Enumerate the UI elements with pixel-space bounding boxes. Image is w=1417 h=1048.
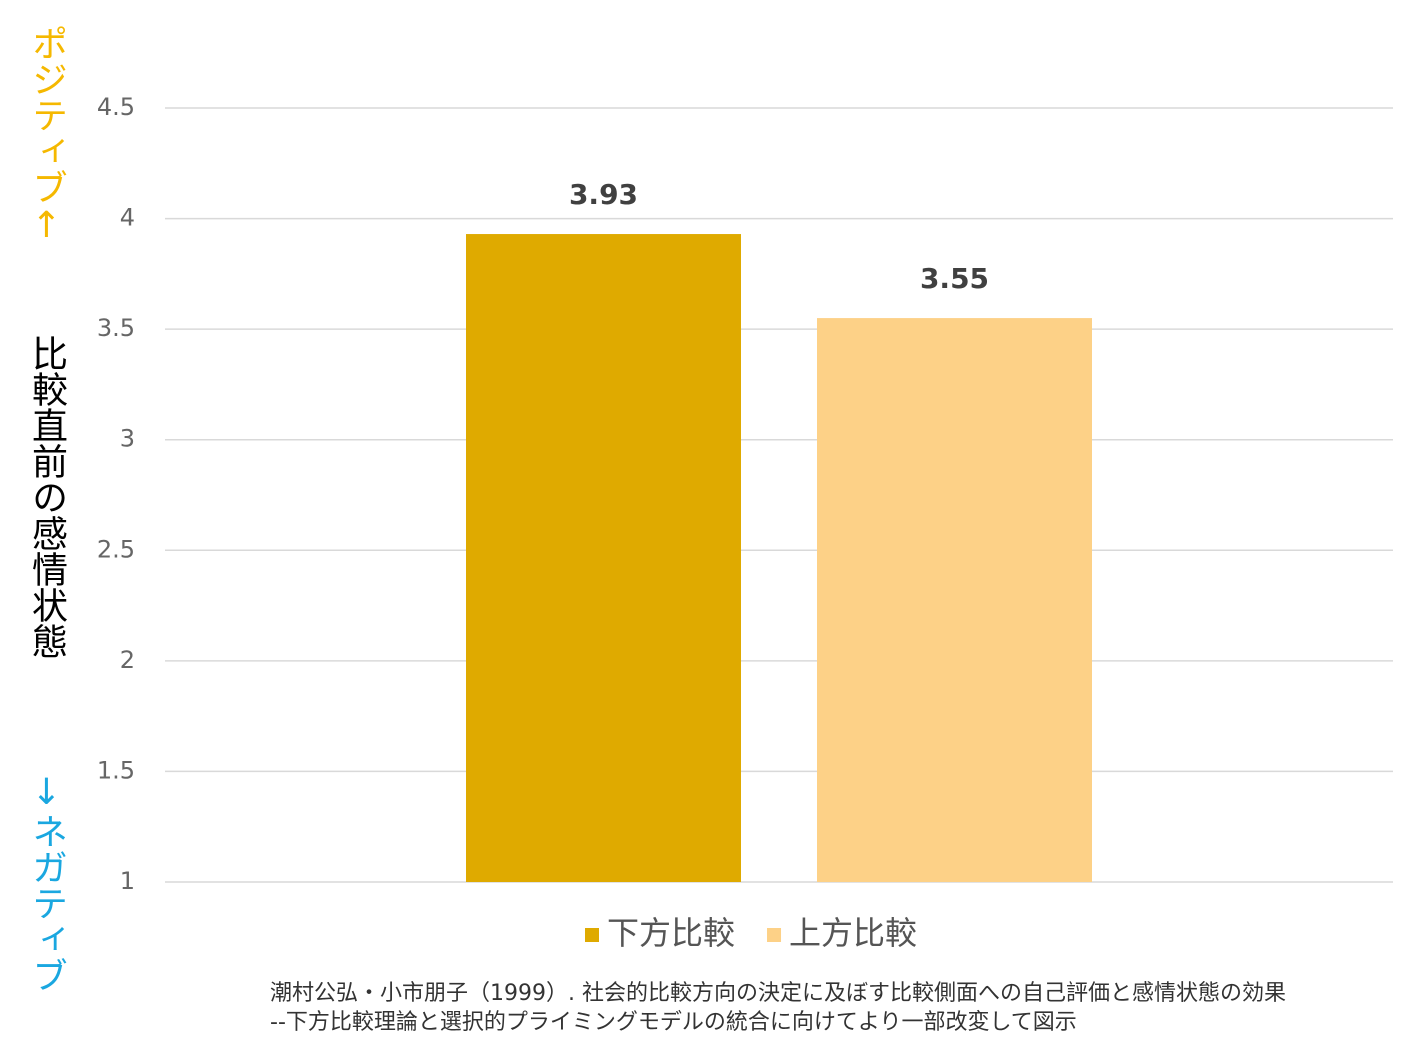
y-tick-label: 4 xyxy=(120,204,135,232)
legend-swatch xyxy=(585,928,599,942)
legend-label: 上方比較 xyxy=(789,914,917,952)
data-label: 3.93 xyxy=(569,178,638,211)
y-axis-label-top: ポジティブ↑ xyxy=(26,25,67,246)
y-tick-label: 2.5 xyxy=(97,535,135,563)
legend-swatch xyxy=(767,928,782,942)
y-tick-label: 1.5 xyxy=(97,756,135,784)
y-axis-label-bottom: ↓ネガティブ xyxy=(26,772,67,993)
y-tick-label: 1 xyxy=(120,867,135,895)
y-tick-label: 4.5 xyxy=(97,93,135,121)
y-tick-label: 3 xyxy=(120,425,135,453)
legend-label: 下方比較 xyxy=(607,914,735,952)
y-axis-label: 比較直前の感情状態 xyxy=(26,335,68,659)
y-tick-label: 3.5 xyxy=(97,314,135,342)
source-line: 潮村公弘・小市朋子（1999）. 社会的比較方向の決定に及ぼす比較側面への自己評… xyxy=(270,981,1286,1006)
y-tick-label: 2 xyxy=(120,646,135,674)
bar xyxy=(817,318,1092,883)
bar xyxy=(466,234,741,883)
source-line: --下方比較理論と選択的プライミングモデルの統合に向けてより一部改変して図示 xyxy=(270,1010,1077,1035)
data-label: 3.55 xyxy=(920,262,989,295)
